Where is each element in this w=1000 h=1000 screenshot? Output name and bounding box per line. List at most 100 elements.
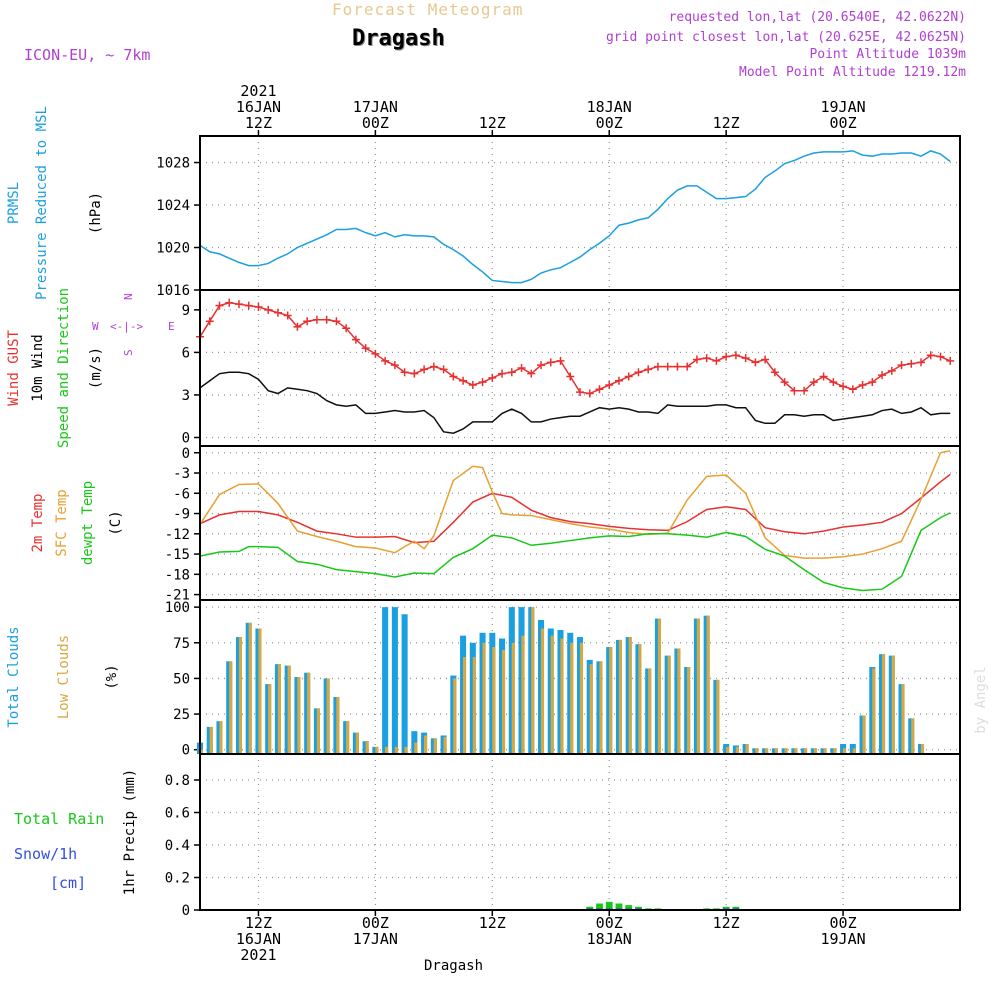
gust-point xyxy=(293,322,302,331)
ytick-label: 0 xyxy=(182,430,190,446)
gust-point xyxy=(478,378,487,387)
gust-point xyxy=(809,378,818,387)
temperature-series-line xyxy=(199,449,951,559)
temperature-grid xyxy=(200,446,960,600)
model-label: ICON-EU, ~ 7km xyxy=(24,46,151,64)
temperature-panel: 0 -3 -6 -9 -12 -15 -18 -21 (C) 2m Temp SFC Temp dew… xyxy=(30,445,961,604)
clouds-bar xyxy=(579,642,584,754)
precip-panel: 0 0.2 0.4 0.6 0.8 1hr Precip (mm) Total Rain Sn… xyxy=(14,753,961,919)
clouds-bar xyxy=(628,637,632,754)
time-label: 00Z xyxy=(596,114,623,132)
gust-point xyxy=(819,372,828,381)
gust-point xyxy=(361,344,370,353)
gust-point xyxy=(390,361,399,370)
clouds-bar xyxy=(365,741,369,754)
time-label: 17JAN xyxy=(353,930,398,948)
gust-point xyxy=(673,362,682,371)
clouds-bar xyxy=(531,607,535,754)
wind-side-label: Wind GUST xyxy=(6,330,22,406)
clouds-bar xyxy=(248,622,252,754)
clouds-bar xyxy=(355,732,359,754)
temperature-side-label: SFC Temp xyxy=(54,489,70,556)
gust-point xyxy=(868,378,877,387)
clouds-bar xyxy=(462,657,467,754)
wind-grid xyxy=(200,290,960,446)
temperature-side-label: dewpt Temp xyxy=(80,481,96,565)
gust-point xyxy=(926,351,935,360)
svg-text:N: N xyxy=(122,293,135,300)
svg-text:E: E xyxy=(168,320,175,333)
clouds-bar xyxy=(784,748,788,754)
gust-point xyxy=(459,376,468,385)
clouds-bar xyxy=(638,644,642,754)
wind-panel: 0 3 6 9 (m/s) Wind GUST 10m Wind Speed and Dire… xyxy=(6,288,961,448)
gust-point xyxy=(897,361,906,370)
precip-frame xyxy=(199,753,961,911)
gust-point xyxy=(410,369,419,378)
ytick-label: 0.6 xyxy=(165,806,190,822)
clouds-bar xyxy=(209,726,213,754)
info-point-altitude: Point Altitude 1039m xyxy=(809,47,966,62)
gust-point xyxy=(322,315,331,324)
time-label: 00Z xyxy=(362,114,389,132)
clouds-bar xyxy=(433,738,437,754)
ytick-label: -3 xyxy=(173,466,190,482)
gust-point xyxy=(858,381,867,390)
gust-point xyxy=(273,308,282,317)
ytick-label: 25 xyxy=(173,707,190,723)
precip-bar xyxy=(615,903,623,910)
clouds-bar xyxy=(901,684,905,754)
clouds-bar xyxy=(326,678,330,754)
ytick-label: -12 xyxy=(165,527,190,543)
gust-point xyxy=(546,358,555,367)
pressure-frame xyxy=(199,135,961,291)
gust-point xyxy=(244,301,253,310)
ytick-label: 1020 xyxy=(156,241,190,257)
gust-point xyxy=(741,354,750,363)
time-label: 00Z xyxy=(362,914,389,932)
wind-series-line xyxy=(199,301,951,395)
pressure-side-label: PRMSL xyxy=(6,182,22,224)
gust-point xyxy=(225,298,234,307)
location-title: Dragash xyxy=(352,26,445,51)
time-label: 18JAN xyxy=(587,98,632,116)
ytick-label: 75 xyxy=(173,636,190,652)
clouds-bar xyxy=(755,748,759,754)
gust-point xyxy=(595,385,604,394)
precip-bar xyxy=(605,901,613,910)
gust-point xyxy=(342,324,351,333)
wind-ylabel: (m/s) xyxy=(88,347,104,389)
gust-point xyxy=(839,382,848,391)
gust-point xyxy=(761,355,770,364)
clouds-bar xyxy=(560,638,564,754)
clouds-bar xyxy=(501,649,506,754)
gust-point xyxy=(878,371,887,380)
gust-point xyxy=(614,376,623,385)
gust-point xyxy=(751,358,760,367)
clouds-bar xyxy=(472,657,476,754)
gust-point xyxy=(371,349,380,358)
ytick-label: 0 xyxy=(182,446,190,462)
time-label: 16JAN xyxy=(236,98,281,116)
clouds-bar xyxy=(657,618,661,754)
clouds-side-label: Total Clouds xyxy=(6,626,22,727)
ytick-label: 0.8 xyxy=(165,773,190,789)
gust-point xyxy=(507,368,516,377)
gust-point xyxy=(800,386,809,395)
clouds-bar xyxy=(881,654,886,754)
gust-point xyxy=(215,301,224,310)
clouds-bar xyxy=(394,746,398,754)
gust-point xyxy=(205,317,214,326)
svg-text:W: W xyxy=(92,320,99,333)
gust-point xyxy=(264,305,273,314)
clouds-bar xyxy=(453,678,457,754)
clouds-bar xyxy=(920,744,925,754)
ytick-label: 1016 xyxy=(156,283,190,299)
clouds-bar xyxy=(618,639,622,754)
gust-point xyxy=(429,362,438,371)
footer-location: Dragash xyxy=(424,958,484,974)
clouds-bar xyxy=(404,746,408,754)
snow-label: Snow/1h xyxy=(14,845,77,863)
time-label: 12Z xyxy=(479,114,506,132)
